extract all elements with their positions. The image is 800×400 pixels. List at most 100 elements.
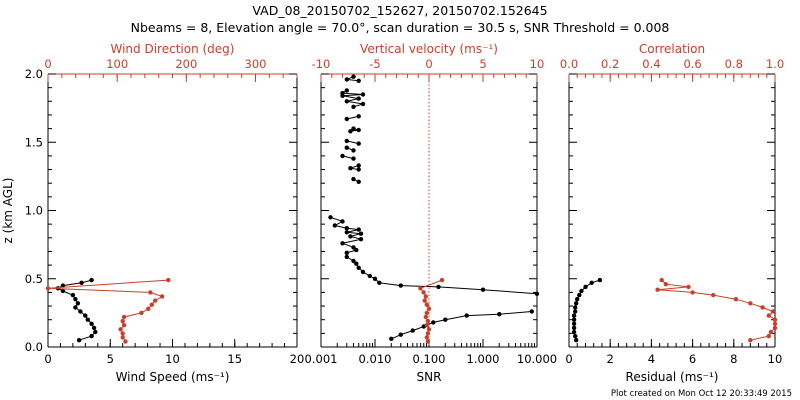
series-1-line [340,89,364,108]
series-1-point [356,96,361,101]
series-1-point [344,250,349,255]
top-tick-label: 10 [530,57,545,71]
x-axis-label: Residual (ms⁻¹) [626,370,719,384]
series-1-point [344,226,349,231]
top-axis-label: Wind Direction (deg) [111,42,235,56]
series-1-point [60,288,66,294]
series-1-point [344,254,349,260]
panel-2: 0.001 0.010 0.100 1.000 10.000 SNR -10 -5 0 5 10 Ve… [305,42,558,384]
series-1-point [75,301,81,306]
series-2-point [772,321,778,326]
series-1-point [73,297,78,302]
series-1-point [577,292,582,298]
series-1-point [348,129,353,134]
series-1-point [340,93,345,99]
series-1-point [571,321,577,326]
series-1-point [398,283,403,288]
series-2-point [772,325,778,331]
series-2-point [422,298,427,303]
series-1-point [574,338,579,343]
x-tick-label: 10 [165,352,180,366]
x-tick-label: 0.100 [413,352,446,366]
y-tick-label: 1.0 [25,204,43,218]
panel-3: 0 2 4 6 8 10 Residual (ms⁻¹) 0.0 0.2 0.4 0.6 0.8 1.0… [560,42,784,384]
y-tick-label: 2.0 [25,67,43,81]
series-2-point [766,333,771,339]
series-1-point [340,153,345,159]
series-1-point [398,332,403,337]
series-2-point [424,302,429,307]
series-2-point [733,297,739,302]
series-1-point [76,338,82,343]
series-1-point [356,227,361,232]
figure-title-line2: Nbeams = 8, Elevation angle = 70.0°, sca… [131,20,670,35]
series-2-point [690,290,695,295]
series-1-point [356,114,361,119]
x-tick-label: 0.001 [305,352,338,366]
x-tick-label: 4 [648,352,655,366]
top-tick-label: 0.0 [560,57,578,71]
x-tick-label: 2 [607,352,614,366]
series-1-point [360,101,366,107]
series-1-point [360,92,366,97]
top-tick-label: 0.4 [642,57,660,71]
series-1-point [348,234,353,239]
y-axis-label: z (km AGL) [1,178,15,244]
series-1-point [372,276,378,281]
y-tick-label: 0.0 [25,340,43,354]
series-2-line [657,279,776,341]
series-2-point [748,338,753,343]
series-2-point [772,317,778,322]
series-1-line [573,279,601,341]
series-1-point [89,321,94,326]
series-1-point [389,336,394,341]
series-1-point [354,261,359,266]
series-1-point [574,301,579,306]
series-1-point [89,333,94,339]
series-2-point [423,314,428,320]
series-2-point [159,294,165,299]
series-1-point [356,127,361,133]
series-2-point [424,323,429,328]
series-1-point [358,231,364,236]
series-1-point [91,325,97,331]
series-1-point [351,258,356,264]
series-1-point [571,325,577,331]
x-tick-label: 0 [565,352,572,366]
series-2-point [425,318,431,324]
series-1-point [410,328,415,333]
series-2-point [418,286,423,291]
series-1-point [93,329,98,335]
series-2-line [47,279,169,342]
series-2-point [424,335,429,340]
series-2-point [120,335,125,340]
series-2-point [120,318,125,324]
series-1-line [391,311,532,340]
series-1-point [497,312,502,317]
top-tick-label: -10 [312,57,331,71]
series-1-point [332,223,337,228]
series-2-point [770,309,776,314]
series-2-point [423,294,428,299]
series-1-point [573,333,578,339]
series-1-point [464,313,469,318]
series-2-point [153,298,158,303]
series-1-point [351,156,356,161]
series-1-point [436,284,441,290]
series-1-point [351,126,356,131]
series-1-point [344,77,349,82]
series-2-point [663,282,668,287]
x-tick-label: 5 [107,352,114,366]
series-2-point [711,292,716,298]
series-1-point [573,309,578,314]
series-1-point [579,288,584,294]
series-1-point [583,284,588,290]
series-1-point [351,245,356,250]
top-tick-label: 1.0 [766,57,784,71]
series-1-point [340,241,345,246]
series-1-point [443,317,448,322]
x-tick-label: 0 [44,352,51,366]
x-tick-label: 1.000 [467,352,500,366]
